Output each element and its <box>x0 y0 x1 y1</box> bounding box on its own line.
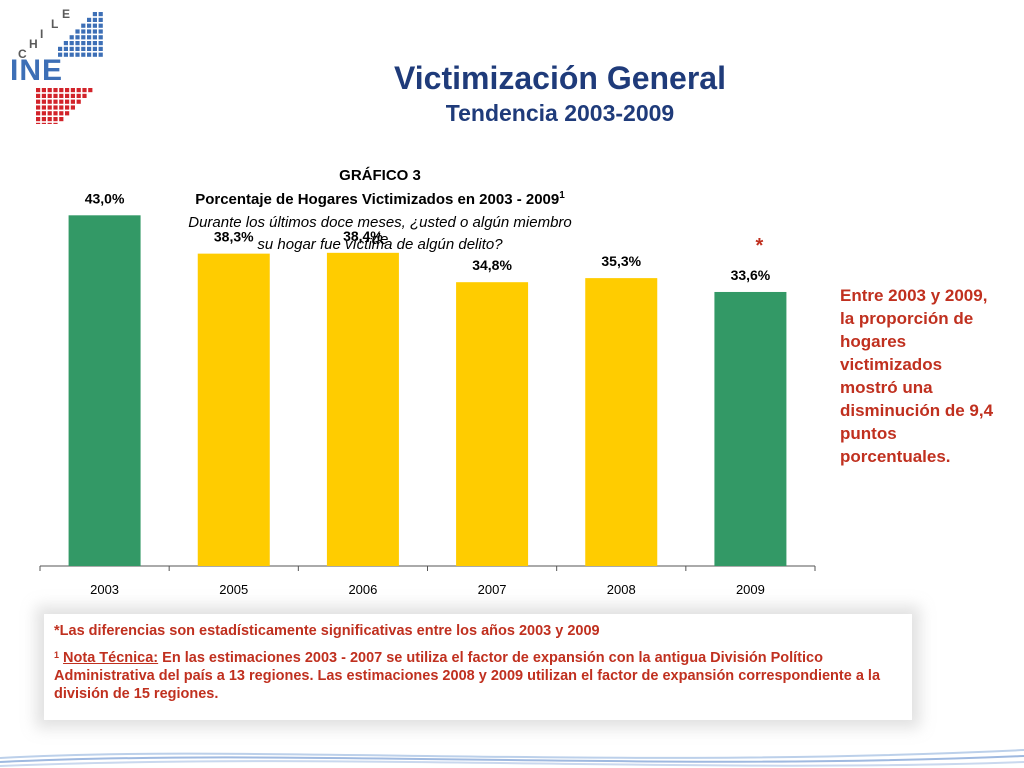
technical-note-text: En las estimaciones 2003 - 2007 se utili… <box>54 650 881 702</box>
bar-2007 <box>456 282 529 566</box>
x-tick-label-2006: 2006 <box>348 582 377 597</box>
slide-subtitle: Tendencia 2003-2009 <box>445 100 675 126</box>
chart-title: GRÁFICO 3 <box>339 167 421 184</box>
technical-note: 1 Nota Técnica: En las estimaciones 2003… <box>54 646 902 703</box>
bar-2005 <box>197 253 270 567</box>
bottom-decoration <box>0 749 1024 767</box>
side-note: Entre 2003 y 2009, la proporción de hoga… <box>840 286 994 466</box>
technical-note-label: Nota Técnica: <box>63 650 159 666</box>
chart-question-line-2: su hogar fue víctima de algún delito? <box>257 236 503 253</box>
chart-subtitle-footnote-mark: 1 <box>559 190 565 201</box>
bar-2006 <box>326 252 399 566</box>
footnote-box: *Las diferencias son estadísticamente si… <box>44 614 912 720</box>
data-label-2003: 43,0% <box>85 190 125 206</box>
chart-subtitle-text: Porcentaje de Hogares Victimizados en 20… <box>195 191 560 208</box>
bar-2003 <box>68 215 141 567</box>
technical-note-number: 1 <box>54 650 60 660</box>
chart-subtitle: Porcentaje de Hogares Victimizados en 20… <box>180 190 580 208</box>
slide-title: Victimización General <box>394 60 726 96</box>
x-tick-label-2005: 2005 <box>219 582 248 597</box>
significance-marker: * <box>756 235 764 257</box>
bar-2008 <box>585 278 658 566</box>
ine-chile-logo: CHILE INE <box>10 8 103 124</box>
logo-red-dots <box>36 88 93 124</box>
significance-note: *Las diferencias son estadísticamente si… <box>54 623 600 639</box>
x-tick-label-2009: 2009 <box>736 582 765 597</box>
bar-2009 <box>714 291 787 566</box>
logo-blue-dots <box>58 12 103 57</box>
data-label-2006: 38,4% <box>343 228 383 244</box>
data-label-2008: 35,3% <box>601 253 641 269</box>
logo-chile-text: CHILE <box>18 8 70 61</box>
logo-ine-text: INE <box>10 54 63 87</box>
data-label-2005: 38,3% <box>214 229 254 245</box>
data-label-2007: 34,8% <box>472 257 512 273</box>
data-label-2009: 33,6% <box>731 267 771 283</box>
x-tick-label-2007: 2007 <box>478 582 507 597</box>
chart-question-line-1: Durante los últimos doce meses, ¿usted o… <box>188 214 572 248</box>
x-tick-label-2003: 2003 <box>90 582 119 597</box>
x-tick-label-2008: 2008 <box>607 582 636 597</box>
